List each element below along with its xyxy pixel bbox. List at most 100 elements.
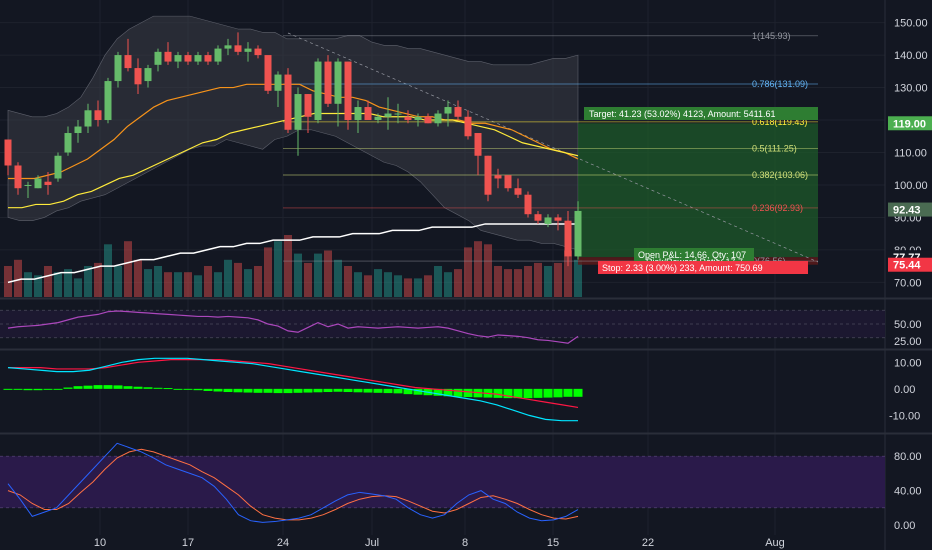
long-position-tool[interactable] bbox=[287, 32, 819, 265]
macd-histogram-bar bbox=[513, 388, 523, 399]
candle-body bbox=[304, 94, 312, 117]
volume-bar bbox=[394, 275, 402, 297]
candle-body bbox=[214, 48, 222, 62]
macd-line bbox=[7, 357, 578, 422]
volume-bar bbox=[414, 278, 422, 297]
macd-histogram-bar bbox=[83, 385, 93, 389]
macd-histogram-bar bbox=[443, 388, 453, 397]
candle-body bbox=[554, 217, 562, 221]
fib-level-label: 0.382(103.06) bbox=[752, 170, 808, 180]
macd-histogram-bar bbox=[343, 388, 353, 393]
volume-bar bbox=[484, 244, 492, 297]
macd-tick-label: 0.00 bbox=[894, 384, 915, 396]
macd-histogram-bar bbox=[113, 385, 123, 389]
stochastic-band bbox=[0, 456, 885, 508]
volume-bar bbox=[324, 250, 332, 297]
candle-body bbox=[184, 55, 192, 62]
volume-bar bbox=[504, 269, 512, 297]
candle-body bbox=[464, 116, 472, 137]
price-tag-stop-label: 75.44 bbox=[893, 260, 921, 272]
price-tick-label: 130.00 bbox=[894, 83, 928, 95]
macd-histogram-bar bbox=[393, 388, 403, 394]
candle-body bbox=[494, 175, 502, 179]
volume-bar bbox=[364, 275, 372, 297]
volume-bar bbox=[84, 266, 92, 297]
candle-body bbox=[84, 110, 92, 127]
price-tick-label: 150.00 bbox=[894, 18, 928, 30]
candle-body bbox=[404, 116, 412, 121]
candle-body bbox=[34, 178, 42, 189]
macd-histogram-bar bbox=[433, 388, 443, 396]
volume-bar bbox=[434, 266, 442, 297]
stochastic-tick-label: 80.00 bbox=[894, 451, 922, 463]
volume-bars bbox=[4, 235, 582, 297]
macd-histogram-bar bbox=[563, 388, 573, 397]
candle-body bbox=[14, 165, 22, 189]
candle-body bbox=[394, 113, 402, 115]
macd-histogram-bar bbox=[303, 388, 313, 393]
volume-bar bbox=[104, 244, 112, 297]
volume-bar bbox=[214, 272, 222, 297]
volume-bar bbox=[464, 247, 472, 297]
candle-body bbox=[124, 55, 132, 69]
time-tick-label: Aug bbox=[765, 537, 785, 549]
volume-bar bbox=[404, 278, 412, 297]
volume-bar bbox=[564, 250, 572, 297]
oscillator-panes bbox=[0, 309, 885, 523]
price-tag-target-label: 119.00 bbox=[893, 118, 926, 130]
macd-histogram-bar bbox=[463, 388, 473, 398]
time-tick-label: Jul bbox=[365, 537, 379, 549]
volume-bar bbox=[174, 272, 182, 297]
candle-body bbox=[454, 107, 462, 117]
candle-body bbox=[344, 61, 352, 121]
candle-body bbox=[64, 133, 72, 153]
macd-histogram-bar bbox=[493, 388, 503, 398]
macd-histogram-bar bbox=[3, 388, 13, 390]
candle-body bbox=[24, 184, 32, 186]
volume-bar bbox=[194, 275, 202, 297]
macd-histogram-bar bbox=[143, 387, 153, 389]
macd-histogram-bar bbox=[193, 388, 203, 391]
time-tick-label: 22 bbox=[642, 537, 654, 549]
volume-bar bbox=[474, 241, 482, 297]
macd-signal-line bbox=[8, 359, 579, 409]
ma-mid-line bbox=[8, 112, 579, 209]
macd-histogram-bar bbox=[263, 388, 273, 393]
macd-histogram-bar bbox=[333, 388, 343, 392]
candle-body bbox=[524, 194, 532, 215]
volume-bar bbox=[184, 272, 192, 297]
rsi-tick-label: 25.00 bbox=[894, 336, 922, 348]
macd-histogram-bar bbox=[53, 388, 63, 390]
volume-bar bbox=[334, 259, 342, 297]
time-tick-label: 8 bbox=[462, 537, 468, 549]
macd-histogram-bar bbox=[223, 388, 233, 393]
ma-short-line bbox=[8, 83, 579, 180]
volume-bar bbox=[424, 275, 432, 297]
candle-body bbox=[374, 116, 382, 121]
candle-body bbox=[574, 210, 582, 257]
volume-bar bbox=[14, 259, 22, 297]
volume-bar bbox=[494, 266, 502, 297]
position-labels: Target: 41.23 (53.02%) 4123, Amount: 541… bbox=[584, 107, 818, 274]
fib-level-label: 0.618(119.43) bbox=[752, 117, 807, 127]
volume-bar bbox=[544, 266, 552, 297]
volume-bar bbox=[54, 272, 62, 297]
macd-tick-label: 10.00 bbox=[894, 357, 922, 369]
macd-histogram-bar bbox=[183, 388, 193, 390]
candle-body bbox=[514, 188, 522, 195]
candle-body bbox=[264, 55, 272, 91]
price-tick-label: 140.00 bbox=[894, 50, 928, 62]
time-axis[interactable]: 10 17 24 Jul 8 15 22 Aug bbox=[94, 537, 785, 549]
candle-body bbox=[194, 55, 202, 62]
fib-level-label: 1(145.93) bbox=[752, 31, 791, 41]
volume-bar bbox=[234, 262, 242, 297]
macd-histogram-bar bbox=[33, 388, 43, 391]
stop-label: Stop: 2.33 (3.00%) 233, Amount: 750.69 bbox=[602, 263, 763, 273]
oscillator-axes: 50.00 25.00 10.00 0.00 -10.00 80.00 40.00 0.00 bbox=[889, 319, 922, 532]
macd-histogram-bar bbox=[353, 388, 363, 393]
volume-bar bbox=[204, 266, 212, 297]
volume-bar bbox=[524, 266, 532, 297]
candle-body bbox=[564, 220, 572, 257]
